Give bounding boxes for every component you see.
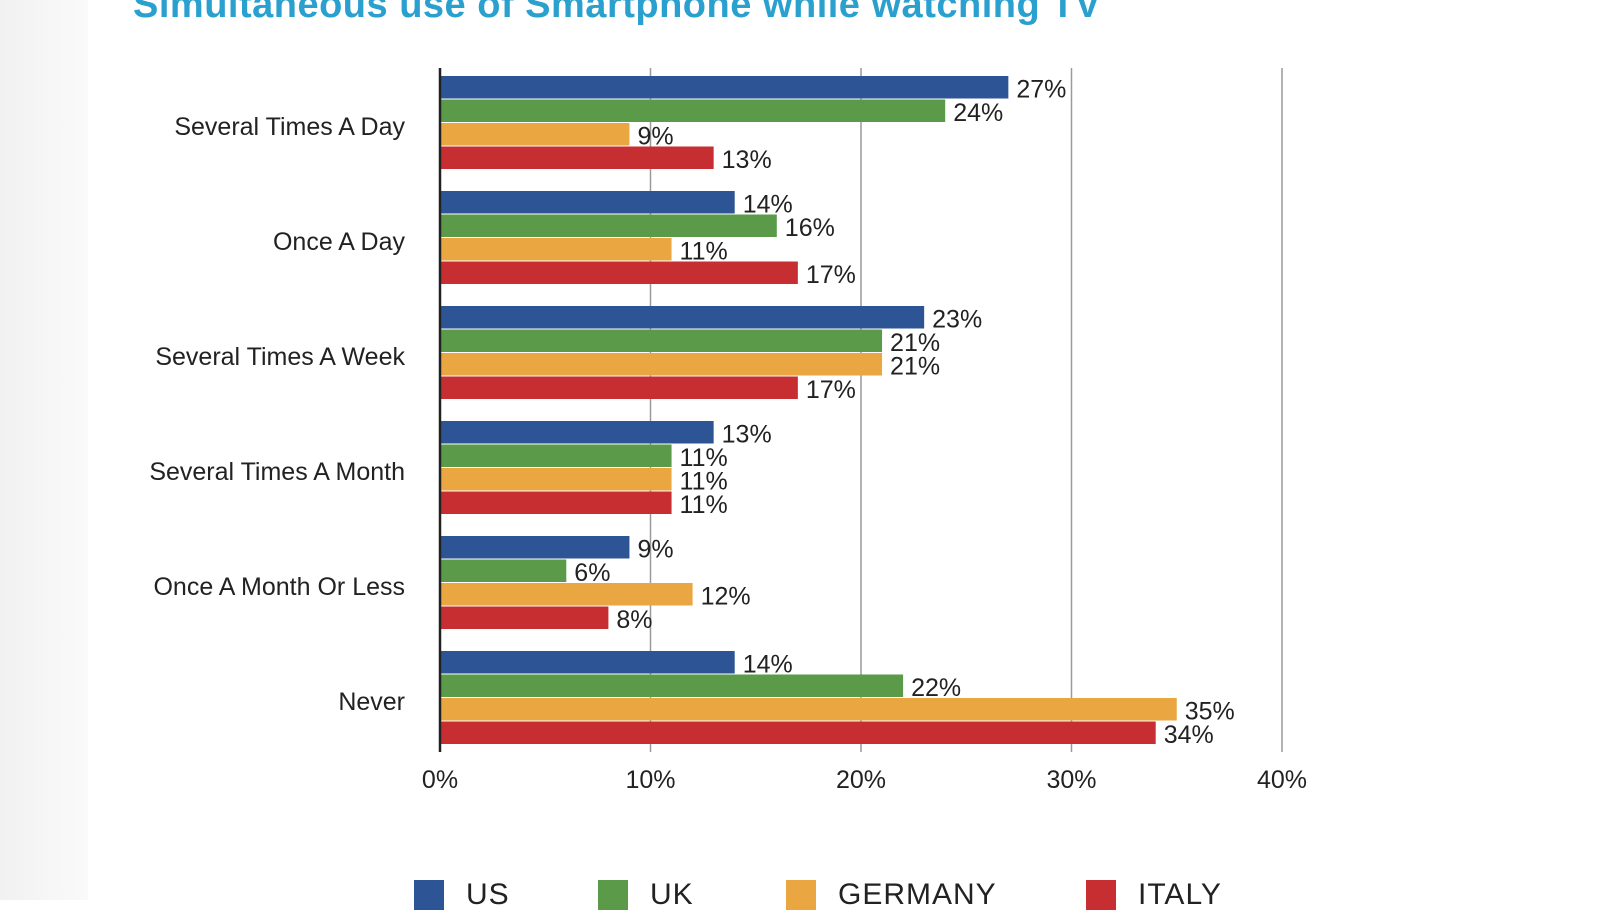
data-label: 14% (743, 191, 793, 219)
category-label: Once A Month Or Less (153, 573, 405, 601)
bar (440, 191, 735, 214)
bar (440, 306, 925, 329)
category-label: Several Times A Day (174, 113, 405, 141)
bar (440, 444, 672, 467)
bar (440, 261, 798, 284)
legend-item: GERMANY (786, 878, 1086, 912)
bar (440, 606, 609, 629)
bar (440, 123, 630, 146)
legend-swatch (786, 880, 816, 910)
data-label: 8% (616, 606, 652, 634)
bar (440, 376, 798, 399)
bar (440, 583, 693, 606)
legend-swatch (414, 880, 444, 910)
bar (440, 721, 1156, 744)
bar (440, 353, 883, 376)
legend-swatch (598, 880, 628, 910)
bar (440, 99, 946, 122)
data-label: 12% (701, 583, 751, 611)
legend-swatch (1086, 880, 1116, 910)
bar (440, 76, 1009, 99)
data-label: 9% (637, 123, 673, 151)
data-label: 34% (1164, 721, 1214, 749)
category-label: Once A Day (273, 228, 406, 256)
data-label: 9% (637, 536, 673, 564)
legend-item: ITALY (1086, 878, 1426, 912)
bar (440, 421, 714, 444)
data-label: 16% (785, 214, 835, 242)
chart-title: Simultaneous use of Smartphone while wat… (133, 0, 1101, 26)
legend-label: ITALY (1138, 878, 1222, 911)
bar (440, 651, 735, 674)
bar (440, 146, 714, 169)
bar (440, 468, 672, 491)
category-label: Several Times A Month (149, 458, 405, 486)
data-label: 11% (680, 491, 728, 519)
data-label: 17% (806, 376, 856, 404)
data-label: 22% (911, 674, 961, 702)
chart-legend: US UK GERMANY ITALY (414, 878, 1426, 912)
x-tick-label: 10% (625, 766, 675, 794)
bar (440, 698, 1177, 721)
bar (440, 214, 777, 237)
x-tick-label: 0% (422, 766, 458, 794)
legend-label: US (466, 878, 510, 911)
data-label: 11% (680, 444, 728, 472)
data-label: 17% (806, 261, 856, 289)
legend-item: UK (598, 878, 786, 912)
data-label: 6% (574, 559, 610, 587)
x-tick-label: 40% (1257, 766, 1307, 794)
blurred-background-panel: ​ (0, 0, 88, 900)
x-tick-label: 20% (836, 766, 886, 794)
data-label: 21% (890, 353, 940, 381)
legend-label: GERMANY (838, 878, 997, 911)
category-label: Several Times A Week (155, 343, 405, 371)
bar (440, 674, 904, 697)
bar (440, 491, 672, 514)
bar (440, 536, 630, 559)
data-label: 13% (722, 421, 772, 449)
legend-item: US (414, 878, 598, 912)
data-label: 24% (953, 99, 1003, 127)
data-label: 11% (680, 468, 728, 496)
x-tick-label: 30% (1046, 766, 1096, 794)
data-label: 27% (1016, 76, 1066, 104)
bar (440, 329, 883, 352)
data-label: 14% (743, 651, 793, 679)
category-label: Never (338, 688, 405, 716)
data-label: 21% (890, 329, 940, 357)
data-label: 13% (722, 146, 772, 174)
data-label: 11% (680, 238, 728, 266)
data-label: 23% (932, 306, 982, 334)
legend-label: UK (650, 878, 694, 911)
data-label: 35% (1185, 698, 1235, 726)
bar (440, 238, 672, 261)
bar (440, 559, 567, 582)
